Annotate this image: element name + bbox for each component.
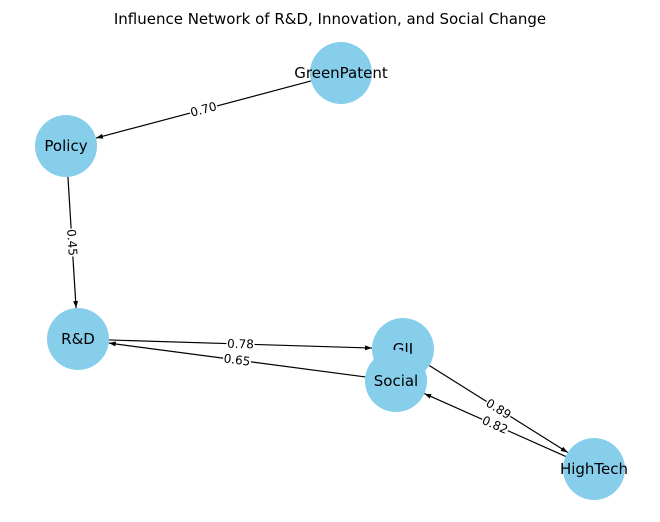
edge-weight-group: 0.70 [187, 98, 219, 120]
edge-weight-label: 0.70 [189, 99, 218, 119]
node-circle-greenpatent [310, 42, 372, 104]
node-circle-social [365, 350, 427, 412]
edge-weight-group: 0.65 [222, 350, 252, 369]
edge-weight-background [64, 228, 81, 257]
node-greenpatent: GreenPatent [294, 42, 388, 104]
edge-labels-layer: 0.700.450.780.650.890.82 [64, 98, 515, 438]
edge-weight-background [479, 412, 512, 438]
edge-weight-label: 0.65 [223, 351, 251, 368]
node-label-randd: R&D [61, 330, 95, 348]
diagram-title: Influence Network of R&D, Innovation, an… [114, 10, 546, 28]
edge-weight-group: 0.78 [226, 335, 255, 352]
edge-weight-background [187, 98, 219, 120]
edge-weight-label: 0.45 [64, 229, 80, 257]
node-circle-randd [47, 308, 109, 370]
edge-weight-background [482, 394, 515, 423]
edge-weight-background [222, 350, 252, 369]
node-social: Social [365, 350, 427, 412]
node-label-policy: Policy [44, 137, 87, 155]
node-circle-hightech [563, 438, 625, 500]
node-hightech: HighTech [560, 438, 628, 500]
node-policy: Policy [35, 115, 97, 177]
edge-weight-background [226, 335, 255, 352]
node-circle-policy [35, 115, 97, 177]
node-label-social: Social [374, 372, 418, 390]
edge-weight-label: 0.78 [227, 337, 254, 352]
node-label-greenpatent: GreenPatent [294, 64, 388, 82]
edge-weight-group: 0.45 [64, 228, 81, 257]
node-label-hightech: HighTech [560, 460, 628, 478]
node-randd: R&D [47, 308, 109, 370]
